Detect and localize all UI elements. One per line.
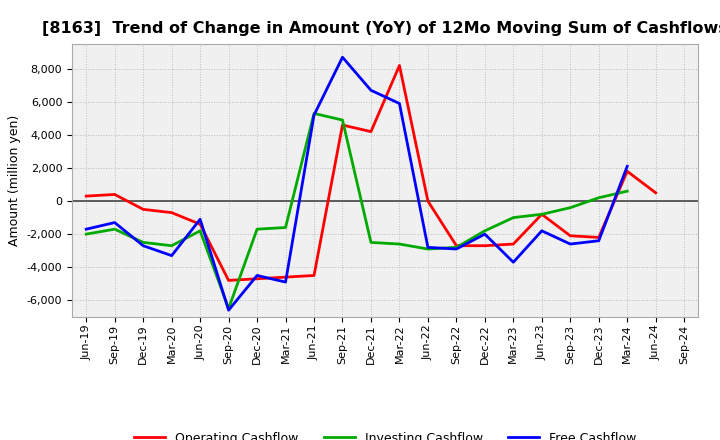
Investing Cashflow bbox=[595, 195, 603, 200]
Investing Cashflow bbox=[423, 246, 432, 252]
Free Cashflow bbox=[196, 216, 204, 222]
Operating Cashflow bbox=[253, 276, 261, 282]
Free Cashflow bbox=[452, 246, 461, 252]
Investing Cashflow bbox=[82, 231, 91, 237]
Free Cashflow bbox=[82, 227, 91, 232]
Operating Cashflow bbox=[310, 273, 318, 278]
Free Cashflow bbox=[110, 220, 119, 225]
Free Cashflow bbox=[338, 55, 347, 60]
Investing Cashflow bbox=[167, 243, 176, 248]
Operating Cashflow bbox=[652, 190, 660, 195]
Investing Cashflow bbox=[253, 227, 261, 232]
Investing Cashflow bbox=[537, 212, 546, 217]
Operating Cashflow bbox=[395, 63, 404, 68]
Free Cashflow bbox=[310, 113, 318, 118]
Investing Cashflow bbox=[623, 188, 631, 194]
Free Cashflow bbox=[423, 245, 432, 250]
Free Cashflow bbox=[537, 228, 546, 234]
Investing Cashflow bbox=[480, 228, 489, 234]
Investing Cashflow bbox=[509, 215, 518, 220]
Investing Cashflow bbox=[139, 240, 148, 245]
Operating Cashflow bbox=[167, 210, 176, 215]
Operating Cashflow bbox=[480, 243, 489, 248]
Investing Cashflow bbox=[566, 205, 575, 210]
Operating Cashflow bbox=[366, 129, 375, 134]
Investing Cashflow bbox=[282, 225, 290, 230]
Investing Cashflow bbox=[196, 228, 204, 234]
Investing Cashflow bbox=[110, 227, 119, 232]
Operating Cashflow bbox=[82, 194, 91, 199]
Operating Cashflow bbox=[338, 122, 347, 128]
Investing Cashflow bbox=[225, 306, 233, 311]
Free Cashflow bbox=[253, 273, 261, 278]
Free Cashflow bbox=[595, 238, 603, 243]
Operating Cashflow bbox=[423, 198, 432, 204]
Operating Cashflow bbox=[623, 169, 631, 174]
Free Cashflow bbox=[167, 253, 176, 258]
Operating Cashflow bbox=[225, 278, 233, 283]
Operating Cashflow bbox=[566, 233, 575, 238]
Investing Cashflow bbox=[395, 242, 404, 247]
Free Cashflow bbox=[395, 101, 404, 106]
Y-axis label: Amount (million yen): Amount (million yen) bbox=[8, 115, 21, 246]
Operating Cashflow bbox=[452, 243, 461, 248]
Free Cashflow bbox=[366, 88, 375, 93]
Operating Cashflow bbox=[509, 242, 518, 247]
Operating Cashflow bbox=[282, 275, 290, 280]
Operating Cashflow bbox=[110, 192, 119, 197]
Free Cashflow bbox=[139, 243, 148, 248]
Free Cashflow bbox=[225, 308, 233, 313]
Operating Cashflow bbox=[139, 207, 148, 212]
Free Cashflow bbox=[282, 279, 290, 285]
Line: Operating Cashflow: Operating Cashflow bbox=[86, 66, 656, 280]
Free Cashflow bbox=[623, 164, 631, 169]
Line: Free Cashflow: Free Cashflow bbox=[86, 57, 627, 310]
Free Cashflow bbox=[480, 231, 489, 237]
Investing Cashflow bbox=[452, 245, 461, 250]
Operating Cashflow bbox=[537, 212, 546, 217]
Line: Investing Cashflow: Investing Cashflow bbox=[86, 114, 627, 308]
Legend: Operating Cashflow, Investing Cashflow, Free Cashflow: Operating Cashflow, Investing Cashflow, … bbox=[129, 427, 642, 440]
Investing Cashflow bbox=[310, 111, 318, 116]
Investing Cashflow bbox=[366, 240, 375, 245]
Title: [8163]  Trend of Change in Amount (YoY) of 12Mo Moving Sum of Cashflows: [8163] Trend of Change in Amount (YoY) o… bbox=[42, 21, 720, 36]
Operating Cashflow bbox=[595, 235, 603, 240]
Investing Cashflow bbox=[338, 117, 347, 123]
Free Cashflow bbox=[566, 242, 575, 247]
Free Cashflow bbox=[509, 260, 518, 265]
Operating Cashflow bbox=[196, 222, 204, 227]
